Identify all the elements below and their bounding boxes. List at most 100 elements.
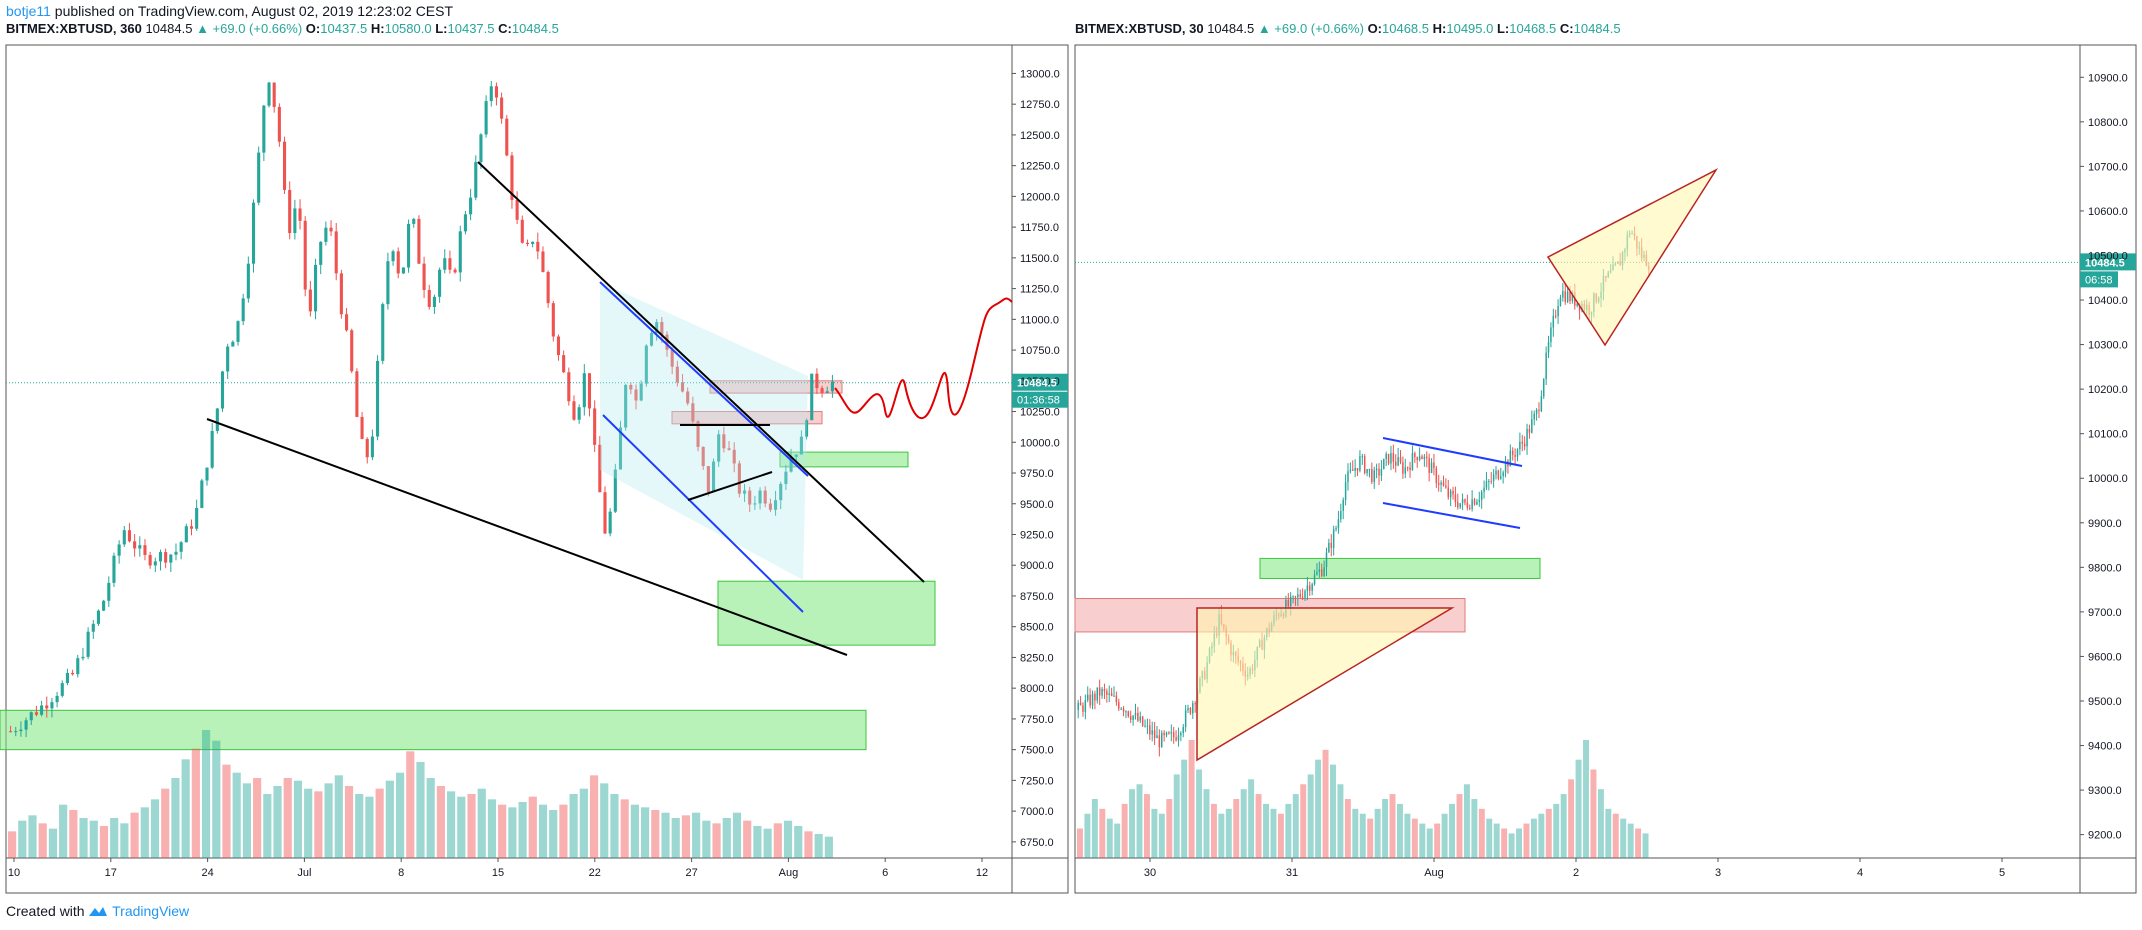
candle-body — [577, 407, 581, 420]
candle-body — [153, 561, 157, 566]
x-tick-label: 17 — [105, 867, 117, 879]
volume-bar — [1203, 789, 1210, 858]
candle-body — [567, 372, 571, 402]
candle-body — [500, 97, 504, 119]
y-tick-label: 11750.0 — [1020, 222, 1059, 234]
candle-body — [1172, 732, 1175, 738]
candle-body — [267, 82, 271, 106]
candle-body — [1113, 695, 1115, 697]
support-zone — [0, 709, 867, 751]
volume-bar — [477, 788, 486, 858]
volume-bar — [763, 828, 772, 858]
candle-body — [313, 264, 318, 312]
candle-body — [226, 346, 230, 372]
candle-body — [1478, 499, 1481, 502]
candle-body — [1566, 291, 1569, 302]
candle-body — [1373, 470, 1375, 483]
candle-body — [417, 218, 421, 264]
candle-body — [288, 189, 292, 234]
candle-body — [737, 463, 741, 494]
candle-body — [231, 341, 235, 347]
candle-body — [1337, 519, 1340, 528]
candle-body — [1294, 596, 1297, 598]
y-tick-label: 10400.0 — [2088, 295, 2128, 307]
publish-info: published on TradingView.com, August 02,… — [54, 3, 454, 19]
candle-body — [1473, 499, 1476, 505]
volume-bar — [447, 791, 456, 858]
candle-body — [624, 384, 628, 428]
candle-body — [169, 554, 173, 563]
candle-body — [562, 355, 566, 373]
countdown-badge — [1012, 391, 1068, 408]
volume-bar — [1255, 794, 1262, 858]
candle-body — [686, 391, 690, 404]
y-tick-label: 9000.0 — [1020, 560, 1054, 572]
right-last: 10484.5 — [1207, 21, 1255, 36]
candle-body — [1390, 453, 1392, 464]
candle-body — [19, 729, 23, 732]
volume-bar — [498, 804, 507, 858]
x-tick-label: 31 — [1286, 867, 1298, 879]
candle-body — [1399, 457, 1402, 463]
candle-body — [1468, 507, 1471, 509]
candle-body — [1192, 703, 1194, 714]
candle-body — [1170, 732, 1173, 734]
volume-bar — [1463, 784, 1470, 858]
candle-body — [551, 303, 555, 337]
candle-body — [1349, 469, 1352, 472]
volume-bar — [1233, 799, 1240, 858]
volume-bar — [1605, 808, 1612, 858]
candle-body — [484, 101, 488, 135]
y-tick-label: 9600.0 — [2088, 651, 2122, 663]
left-drawings — [206, 161, 1013, 656]
author-link[interactable]: botje11 — [6, 3, 51, 19]
candle-body — [1435, 468, 1438, 484]
footer-brand[interactable]: TradingView — [112, 903, 190, 919]
candle-body — [717, 434, 721, 462]
candle-body — [1464, 499, 1466, 503]
candle-body — [396, 251, 400, 274]
volume-bar — [191, 748, 200, 858]
candle-body — [458, 231, 462, 273]
candle-body — [546, 271, 550, 304]
y-tick-label: 10800.0 — [2088, 117, 2128, 129]
volume-bar — [1367, 818, 1374, 858]
candle-body — [727, 448, 731, 450]
volume-bar — [120, 823, 129, 858]
volume-bar — [1344, 799, 1351, 858]
volume-bar — [436, 786, 445, 858]
candle-body — [1461, 499, 1464, 504]
volume-bar — [1620, 818, 1627, 858]
candle-body — [1363, 456, 1366, 474]
candle-body — [34, 712, 38, 715]
candle-body — [407, 223, 411, 268]
volume-bar — [1411, 818, 1418, 858]
candle-body — [345, 314, 349, 331]
volume-bar — [28, 815, 37, 858]
pane-0 — [0, 44, 1069, 894]
candle-body — [1323, 567, 1325, 577]
candle-body — [427, 289, 431, 307]
volume-bar — [1575, 759, 1582, 858]
x-tick-label: 12 — [976, 867, 988, 879]
candle-body — [1406, 467, 1409, 469]
volume-bar — [375, 788, 384, 858]
candle-body — [494, 86, 498, 98]
candle-body — [432, 296, 436, 307]
candle-body — [1397, 457, 1399, 466]
candle-body — [618, 427, 623, 470]
candle-body — [1495, 470, 1497, 475]
candle-body — [1129, 716, 1132, 720]
candle-body — [1375, 468, 1378, 471]
candle-body — [1371, 468, 1373, 483]
right-drawings — [1196, 168, 1719, 762]
countdown-label: 06:58 — [2085, 274, 2113, 286]
y-tick-label: 9700.0 — [2088, 607, 2122, 619]
volume-bar — [416, 762, 425, 858]
candle-body — [1504, 460, 1507, 473]
volume-bar — [1352, 808, 1359, 858]
resistance-zone — [671, 411, 823, 425]
volume-bar — [1210, 803, 1217, 858]
candle-body — [303, 220, 307, 290]
